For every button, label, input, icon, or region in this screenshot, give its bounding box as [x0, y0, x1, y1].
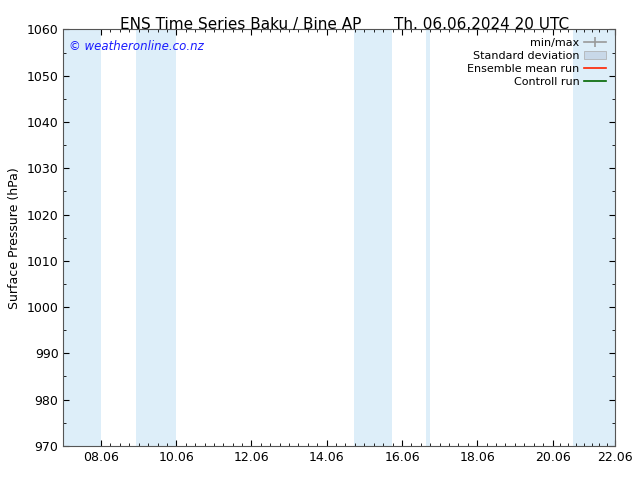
Legend: min/max, Standard deviation, Ensemble mean run, Controll run: min/max, Standard deviation, Ensemble me… [464, 35, 609, 90]
Y-axis label: Surface Pressure (hPa): Surface Pressure (hPa) [8, 167, 21, 309]
Text: © weatheronline.co.nz: © weatheronline.co.nz [69, 40, 204, 53]
Text: Th. 06.06.2024 20 UTC: Th. 06.06.2024 20 UTC [394, 17, 569, 32]
Text: ENS Time Series Baku / Bine AP: ENS Time Series Baku / Bine AP [120, 17, 361, 32]
Bar [354, 29, 392, 446]
Bar [136, 29, 176, 446]
Bar [63, 29, 101, 446]
Bar [573, 29, 615, 446]
Bar [426, 29, 430, 446]
